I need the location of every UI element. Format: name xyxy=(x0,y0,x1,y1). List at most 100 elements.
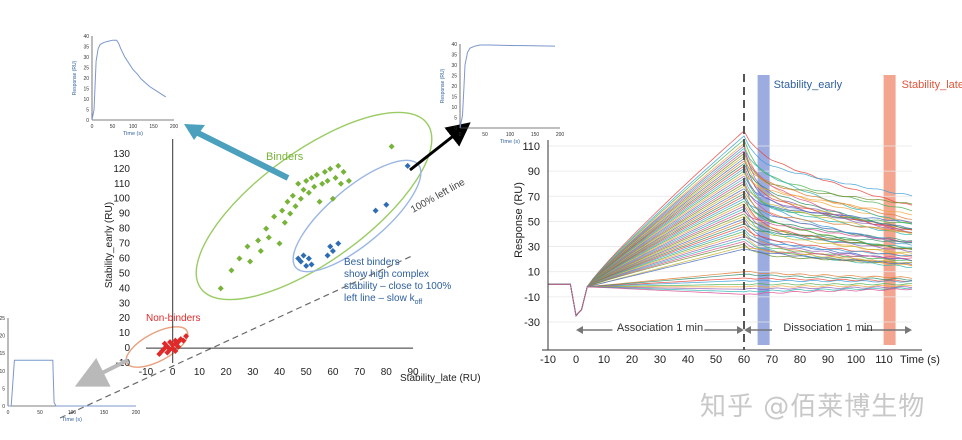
sensorgram-x-tick-label: 60 xyxy=(738,354,750,366)
sensorgram-y-tick-label: 110 xyxy=(522,141,540,153)
data-point xyxy=(279,207,286,214)
y-tick-label: 90 xyxy=(119,209,131,220)
data-point xyxy=(327,243,334,250)
data-point xyxy=(321,168,328,175)
y-tick-label: 110 xyxy=(114,179,130,190)
x-tick-label: 60 xyxy=(327,367,339,378)
binding-curve xyxy=(548,243,913,317)
y-tick-label: 130 xyxy=(113,149,130,160)
sensorgram-y-tick-label: 50 xyxy=(528,216,540,228)
data-point xyxy=(172,348,179,355)
best-binders-line-2: show high complex xyxy=(344,269,429,280)
data-point xyxy=(167,339,174,346)
data-point xyxy=(300,186,307,193)
binding-curve xyxy=(548,198,913,317)
x-tick-label: 50 xyxy=(301,367,313,378)
non-binders-ellipse xyxy=(125,326,189,368)
data-point xyxy=(180,337,187,344)
reference-line-100pct xyxy=(59,254,414,419)
inset-y-tick: 20 xyxy=(0,334,5,340)
binding-curve xyxy=(548,283,913,317)
sensorgram-plot: Stability_early Stability_late -10 0 10 20 30… xyxy=(513,74,962,366)
binding-curve xyxy=(548,283,913,317)
y-axis-title: Stability_early (RU) xyxy=(104,202,115,288)
data-point xyxy=(297,258,304,265)
binding-curve xyxy=(548,273,913,317)
data-point xyxy=(183,333,190,340)
inset-y-tick: 15 xyxy=(451,95,457,101)
dissociation-arrow-head-right xyxy=(905,326,912,334)
binding-curve xyxy=(548,205,913,317)
sensorgram-x-tick-label: Time (s) xyxy=(900,354,940,366)
data-point xyxy=(175,343,182,350)
binding-curve xyxy=(548,233,913,317)
binding-curve xyxy=(548,130,913,317)
data-point xyxy=(305,189,312,196)
data-point xyxy=(372,207,379,214)
sensorgram-y-tick-label: 10 xyxy=(528,267,540,279)
data-point xyxy=(313,171,320,178)
sensorgram-x-tick-label: 90 xyxy=(822,354,834,366)
data-point xyxy=(404,162,411,169)
inset-y-tick: 5 xyxy=(454,116,457,122)
data-point xyxy=(332,174,339,181)
inset-x-title: Time (s) xyxy=(123,131,143,137)
data-point xyxy=(335,240,342,247)
data-point xyxy=(383,201,390,208)
binding-curve xyxy=(548,279,913,317)
inset-x-tick: 100 xyxy=(506,132,515,138)
data-point xyxy=(319,180,326,187)
data-point xyxy=(316,198,323,205)
inset-y-tick: 15 xyxy=(83,87,89,93)
x-tick-label: 90 xyxy=(407,367,419,378)
inset-x-tick: 50 xyxy=(37,410,43,416)
data-point xyxy=(276,240,283,247)
reference-line-label: 100% left line xyxy=(409,177,467,216)
inset-x-title: Time (s) xyxy=(500,139,520,145)
binding-curve xyxy=(548,226,913,317)
inset-x-tick: 150 xyxy=(531,132,540,138)
watermark: 知乎 @佰莱博生物 xyxy=(700,392,926,422)
arrow-to-right-inset xyxy=(409,122,471,172)
data-point xyxy=(388,143,395,150)
binding-curve xyxy=(548,283,913,317)
inset-y-tick: 25 xyxy=(0,316,5,322)
inset-x-tick: 150 xyxy=(149,124,158,130)
y-tick-label: 0 xyxy=(124,343,130,354)
dissociation-label-bg xyxy=(772,321,862,334)
inset-x-title: Time (s) xyxy=(62,417,82,423)
inset-y-tick: 10 xyxy=(0,369,5,375)
y-tick-label: 80 xyxy=(119,224,131,235)
data-point xyxy=(287,210,294,217)
inset-x-tick: 0 xyxy=(7,410,10,416)
binding-curve xyxy=(548,218,913,317)
y-tick-label: 10 xyxy=(119,328,131,339)
y-tick-label: 70 xyxy=(119,239,131,250)
data-point xyxy=(228,267,235,274)
association-arrow-head-left xyxy=(576,326,583,334)
inset-right-chart: 0 50 100 150 200 0 5 10 15 20 25 30 35 40 Time (s) Resp… xyxy=(440,42,564,145)
sensorgram-x-tick-label: 50 xyxy=(710,354,722,366)
inset-y-title: Response (RU) xyxy=(440,68,446,103)
data-point xyxy=(311,183,318,190)
inset-y-tick: 35 xyxy=(83,45,89,51)
dissociation-arrow-head-left xyxy=(744,326,751,334)
sensorgram-x-tick-label: 10 xyxy=(598,354,610,366)
inset-y-tick: 30 xyxy=(451,63,457,69)
y-tick-label: 50 xyxy=(119,268,131,279)
data-point xyxy=(265,234,272,241)
data-point xyxy=(329,195,336,202)
inset-x-tick: 150 xyxy=(100,410,109,416)
inset-x-tick: 200 xyxy=(556,132,565,138)
sensorgram-y-tick-label: 30 xyxy=(528,242,540,254)
binding-curve xyxy=(548,248,913,317)
x-tick-label: 10 xyxy=(194,367,206,378)
sensorgram-x-tick-label: 20 xyxy=(626,354,638,366)
best-binders-line-3: stability – close to 100% xyxy=(344,281,451,292)
best-binders-line-4: left line – slow koff xyxy=(344,293,422,306)
data-point xyxy=(340,168,347,175)
data-point xyxy=(327,165,334,172)
sensorgram-y-tick-label: 70 xyxy=(528,191,540,203)
data-point xyxy=(308,261,315,268)
